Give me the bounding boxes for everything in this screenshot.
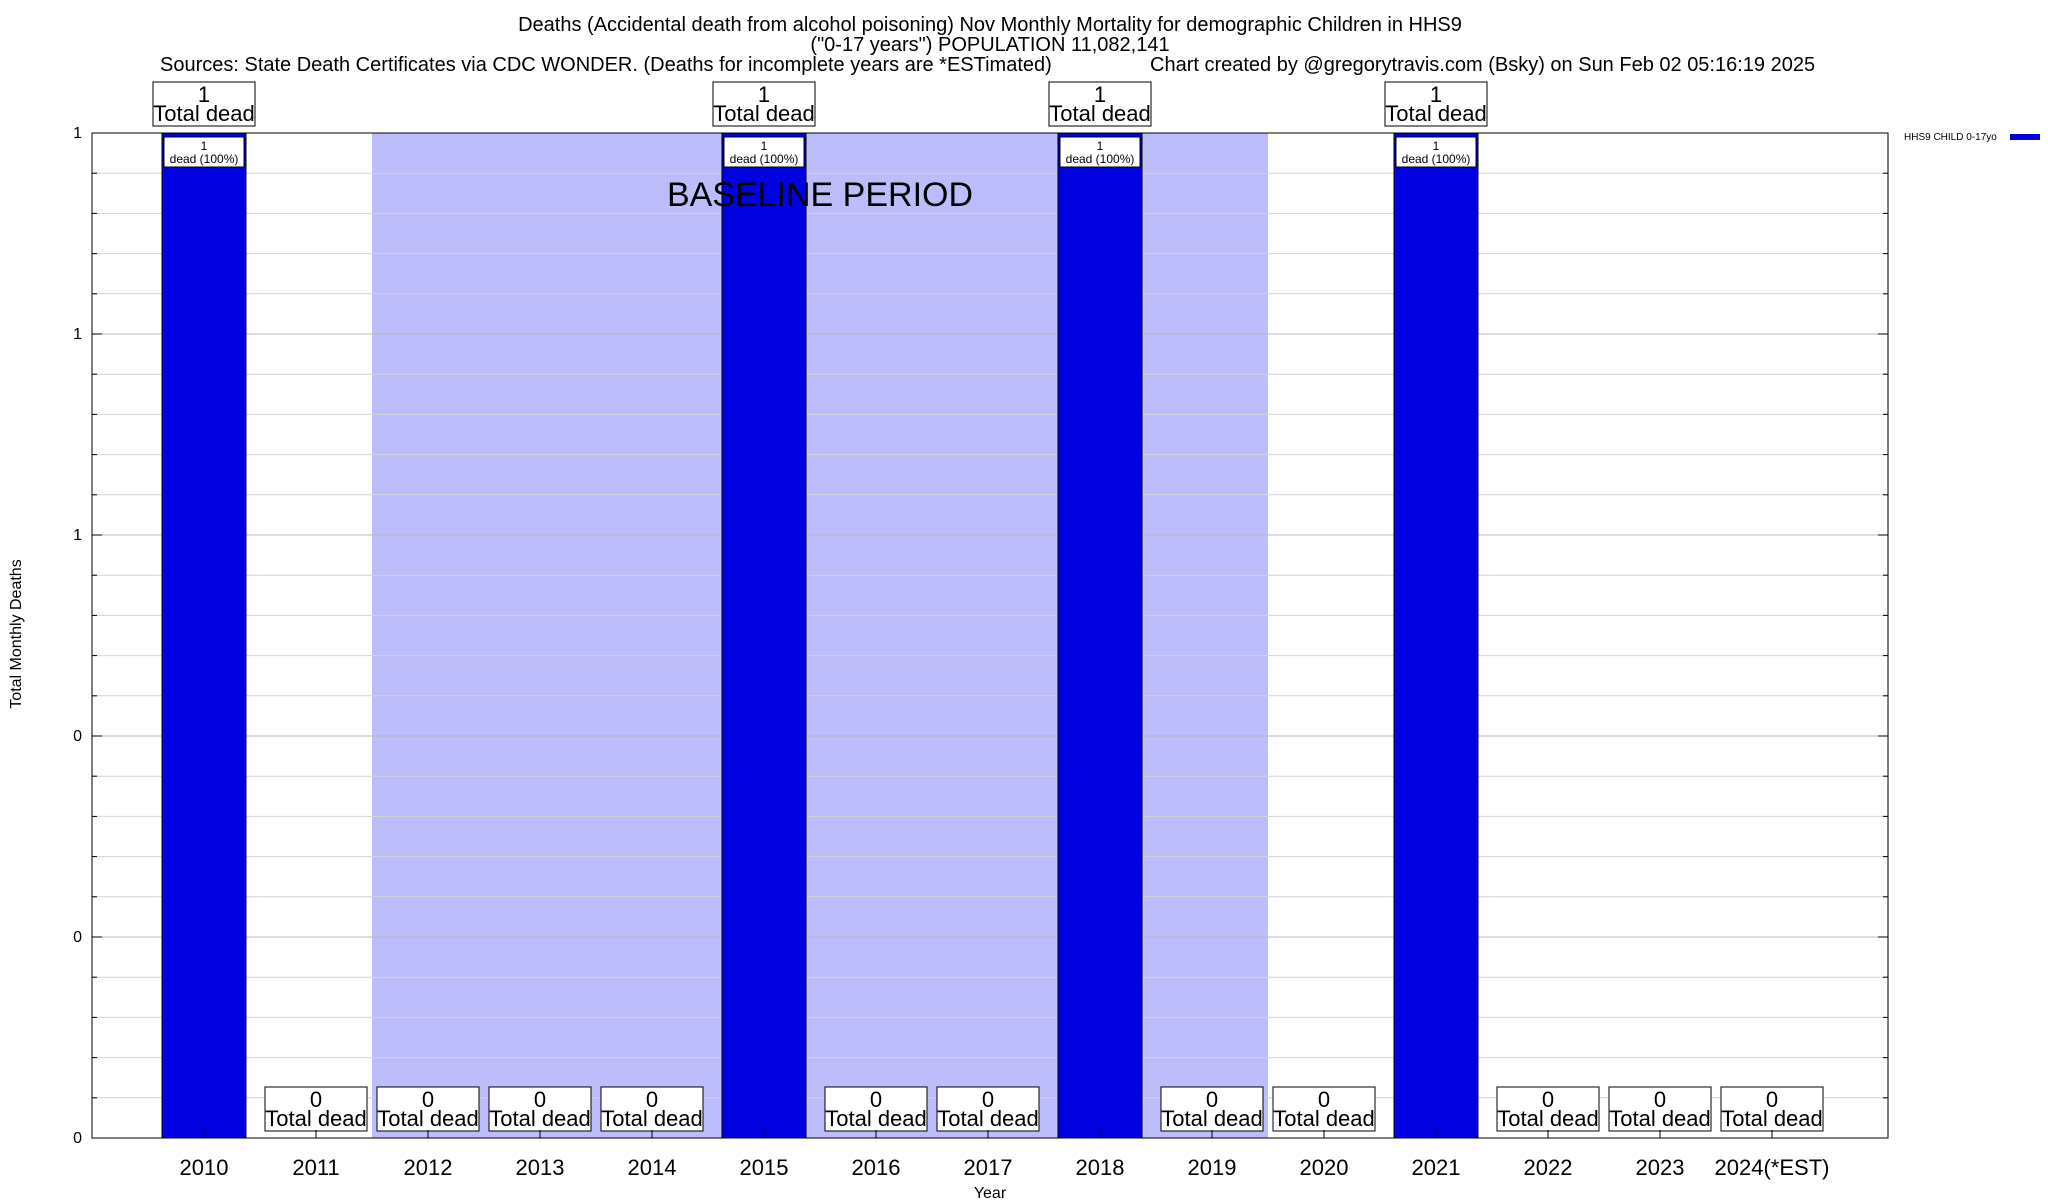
chart-sources: Sources: State Death Certificates via CD…	[160, 54, 1052, 76]
total-label: Total dead	[1273, 1106, 1375, 1131]
chart-title-line1: Deaths (Accidental death from alcohol po…	[518, 14, 1462, 36]
bars-layer	[161, 132, 1776, 1139]
x-tick-label: 2015	[740, 1155, 789, 1180]
x-tick-label: 2016	[852, 1155, 901, 1180]
bar-inner-label-box	[1395, 136, 1477, 168]
data-label: 0	[646, 1087, 658, 1112]
total-label-box	[1496, 1086, 1600, 1132]
x-tick-label: 2020	[1300, 1155, 1349, 1180]
total-label: Total dead	[937, 1106, 1039, 1131]
x-tick-label: 2021	[1412, 1155, 1461, 1180]
bar-inner-label: dead (100%)	[1066, 152, 1135, 166]
legend-label: HHS9 CHILD 0-17yo	[1904, 132, 1997, 143]
total-label-box	[488, 1086, 592, 1132]
total-label: Total dead	[489, 1106, 591, 1131]
x-tick-label: 2013	[516, 1155, 565, 1180]
chart-credit: Chart created by @gregorytravis.com (Bsk…	[1150, 54, 1815, 76]
x-tick-label: 2019	[1188, 1155, 1237, 1180]
total-label: Total dead	[153, 101, 255, 126]
x-tick-label: 2023	[1636, 1155, 1685, 1180]
data-label: 0	[1766, 1087, 1778, 1112]
y-tick-label: 0	[73, 728, 82, 745]
bar-inner-value: 1	[201, 139, 208, 153]
bar-inner-label-box	[723, 136, 805, 168]
x-tick-label: 2018	[1076, 1155, 1125, 1180]
y-tick-label: 0	[73, 929, 82, 946]
total-label: Total dead	[1161, 1106, 1263, 1131]
y-tick-label: 0	[73, 1130, 82, 1147]
bar-inner-value: 1	[1433, 139, 1440, 153]
bar	[161, 132, 247, 1139]
bar-inner-label-box	[1059, 136, 1141, 168]
total-label-box	[376, 1086, 480, 1132]
y-axis-ticks: 0 0 0 1 1 1	[73, 125, 1888, 1147]
data-label: 0	[310, 1087, 322, 1112]
data-label: 0	[982, 1087, 994, 1112]
bar-inner-value: 1	[1097, 139, 1104, 153]
x-tick-label: 2011	[292, 1155, 339, 1180]
total-label-box	[1160, 1086, 1264, 1132]
x-tick-label: 2022	[1524, 1155, 1573, 1180]
legend: HHS9 CHILD 0-17yo	[1904, 132, 2040, 143]
bar-inner-label: dead (100%)	[1402, 152, 1471, 166]
y-axis-label: Total Monthly Deaths	[8, 559, 25, 708]
x-tick-label: 2014	[628, 1155, 677, 1180]
total-label: Total dead	[1049, 101, 1151, 126]
total-label: Total dead	[825, 1106, 927, 1131]
bar-inner-label: dead (100%)	[170, 152, 239, 166]
total-label: Total dead	[265, 1106, 367, 1131]
total-label-box	[1608, 1086, 1712, 1132]
chart-title-line2: ("0-17 years") POPULATION 11,082,141	[810, 34, 1169, 56]
x-tick-label: 2017	[964, 1155, 1013, 1180]
bar	[721, 132, 807, 1139]
bar-inner-label-box	[163, 136, 245, 168]
total-label: Total dead	[713, 101, 815, 126]
y-tick-label: 1	[73, 527, 82, 544]
y-tick-label: 1	[73, 326, 82, 343]
x-tick-label: 2012	[404, 1155, 453, 1180]
total-label: Total dead	[1609, 1106, 1711, 1131]
total-label-box	[936, 1086, 1040, 1132]
x-tick-label: 2024(*EST)	[1715, 1155, 1830, 1180]
x-axis-label: Year	[974, 1185, 1007, 1200]
data-label: 0	[1654, 1087, 1666, 1112]
data-label: 1	[758, 82, 770, 107]
data-label: 0	[534, 1087, 546, 1112]
x-tick-label: 2010	[180, 1155, 229, 1180]
total-label-box	[1384, 81, 1488, 127]
bar	[1393, 132, 1479, 1139]
grid-layer	[92, 172, 1888, 1099]
data-label: 0	[422, 1087, 434, 1112]
data-label: 0	[870, 1087, 882, 1112]
total-label-box	[1720, 1086, 1824, 1132]
total-label: Total dead	[1385, 101, 1487, 126]
data-label: 1	[1430, 82, 1442, 107]
total-label-box	[712, 81, 816, 127]
total-label-box	[824, 1086, 928, 1132]
x-axis-ticks: 2010 2011 2012 2013 2014 2015 2016 2017 2018 2019…	[180, 1130, 1830, 1180]
bar-inner-value: 1	[761, 139, 768, 153]
bar-inner-label: dead (100%)	[730, 152, 799, 166]
data-label: 0	[1542, 1087, 1554, 1112]
total-label-box	[1272, 1086, 1376, 1132]
data-label: 0	[1318, 1087, 1330, 1112]
baseline-period-label: BASELINE PERIOD	[667, 176, 973, 214]
total-label: Total dead	[1721, 1106, 1823, 1131]
total-label-box	[264, 1086, 368, 1132]
data-label: 1	[198, 82, 210, 107]
total-label: Total dead	[601, 1106, 703, 1131]
data-label: 1	[1094, 82, 1106, 107]
total-label-box	[152, 81, 256, 127]
y-tick-label: 1	[73, 125, 82, 142]
total-label: Total dead	[1497, 1106, 1599, 1131]
legend-swatch	[2010, 134, 2040, 140]
plot-frame	[91, 132, 1889, 1139]
total-label-box	[1048, 81, 1152, 127]
total-label-box	[600, 1086, 704, 1132]
total-label: Total dead	[377, 1106, 479, 1131]
bar	[1057, 132, 1143, 1139]
data-label: 0	[1206, 1087, 1218, 1112]
